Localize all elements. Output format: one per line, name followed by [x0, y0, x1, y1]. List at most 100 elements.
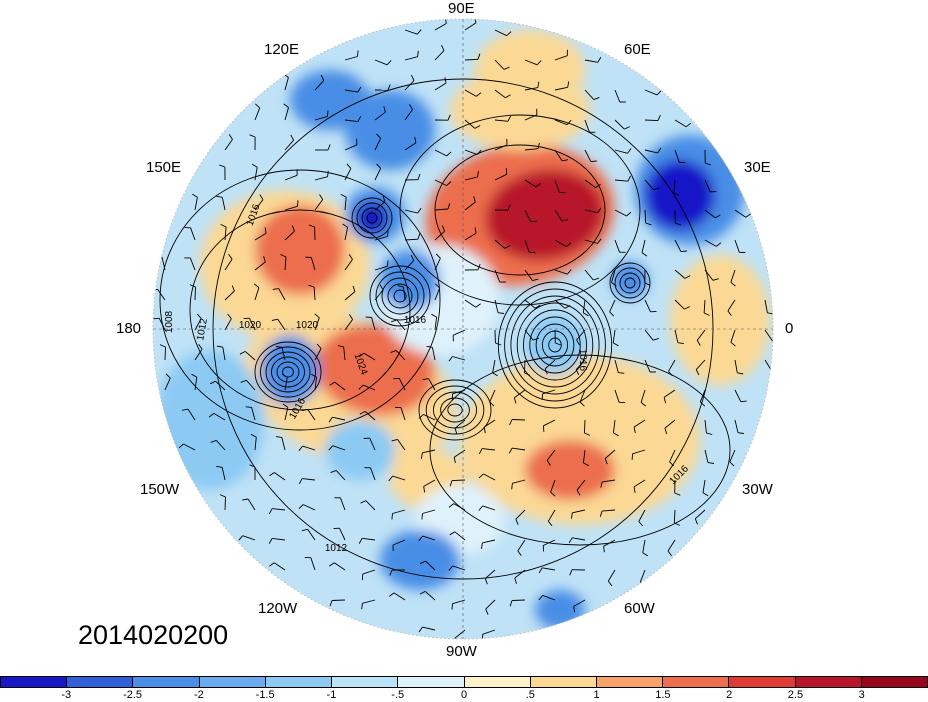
wind-barb-shaft: [644, 179, 654, 191]
wind-barb-flag: [444, 77, 447, 84]
wind-barb: [390, 349, 406, 361]
wind-barb-shaft: [344, 144, 358, 151]
wind-barb-shaft: [644, 119, 659, 122]
wind-barb: [603, 539, 616, 553]
wind-barb-flag: [584, 432, 591, 436]
wind-barb-shaft: [374, 236, 388, 241]
wind-barb-shaft: [699, 389, 706, 403]
wind-barb-flag: [583, 462, 589, 467]
wind-barb-shaft: [584, 179, 596, 188]
wind-barb-flag: [478, 448, 483, 455]
anomaly-blob: [525, 315, 585, 375]
contour-label: 1020: [296, 320, 319, 331]
wind-barb-flag: [208, 413, 215, 418]
wind-barb-flag: [657, 147, 662, 154]
wind-barb-flag: [684, 275, 691, 279]
colorbar-boxes: [0, 676, 928, 688]
wind-barb-shaft: [512, 447, 526, 451]
wind-barb-shaft: [584, 209, 598, 214]
wind-barb-flag: [358, 538, 363, 544]
wind-barb-shaft: [704, 239, 717, 247]
wind-barb-shaft: [454, 531, 466, 541]
wind-barb: [298, 478, 316, 485]
wind-barb-shaft: [404, 238, 419, 241]
wind-barb: [328, 416, 346, 423]
wind-barb: [674, 119, 692, 128]
pressure-contour: [447, 403, 463, 417]
wind-barb: [305, 256, 316, 271]
wind-barb-flag: [547, 520, 553, 527]
wind-barb: [334, 497, 346, 511]
wind-barb-flag: [478, 473, 484, 479]
wind-barb-shaft: [393, 592, 406, 601]
wind-barb-flag: [249, 464, 256, 468]
wind-barb-flag: [441, 225, 446, 232]
wind-barb: [614, 89, 626, 103]
wind-barb: [363, 437, 376, 451]
wind-barb-shaft: [303, 504, 316, 511]
wind-barb-flag: [567, 81, 570, 88]
wind-barb-shaft: [404, 29, 418, 35]
pressure-contour: [361, 207, 383, 229]
pressure-contour: [282, 366, 294, 378]
wind-barb-shaft: [543, 539, 556, 546]
wind-barb: [464, 53, 481, 61]
wind-barb-shaft: [187, 408, 196, 421]
wind-barb-flag: [308, 224, 315, 228]
wind-barb-flag: [418, 626, 423, 633]
wind-barb: [284, 169, 298, 181]
wind-barb-flag: [383, 106, 386, 113]
wind-barb-shaft: [644, 209, 647, 224]
wind-barb-shaft: [158, 318, 166, 331]
wind-barb: [434, 253, 441, 271]
wind-barb: [391, 438, 406, 451]
wind-barb-flag: [476, 92, 482, 97]
wind-barb-shaft: [494, 29, 507, 37]
wind-barb-shaft: [222, 347, 226, 361]
wind-barb-flag: [275, 436, 282, 438]
wind-barb: [483, 419, 496, 434]
wind-barb-flag: [159, 344, 166, 348]
wind-barb: [464, 264, 481, 271]
wind-barb-shaft: [584, 119, 590, 133]
colorbar-tick-label: .5: [525, 689, 535, 701]
pressure-contour: [356, 202, 388, 234]
wind-barb-flag: [603, 546, 605, 553]
pressure-contour: [254, 341, 322, 403]
wind-barb-shaft: [482, 448, 496, 451]
wind-barb-flag: [576, 489, 581, 496]
wind-barb-shaft: [314, 348, 322, 361]
wind-barb-shaft: [363, 352, 376, 361]
wind-barb: [464, 149, 482, 156]
wind-barb: [509, 599, 526, 607]
wind-barb: [554, 299, 571, 309]
wind-barb-flag: [485, 608, 489, 615]
wind-barb-flag: [542, 425, 545, 432]
wind-barb-flag: [633, 486, 636, 493]
wind-barb-flag: [566, 269, 572, 275]
wind-barb-flag: [376, 163, 382, 169]
wind-barb: [702, 479, 709, 497]
wind-barb-shaft: [464, 201, 476, 211]
wind-barb-shaft: [464, 149, 478, 156]
wind-barb-shaft: [576, 329, 586, 341]
lon-label-120w: 120W: [258, 600, 298, 617]
wind-barb-flag: [283, 103, 289, 108]
wind-barb: [344, 314, 353, 331]
wind-barb-shaft: [245, 351, 256, 361]
wind-barb-shaft: [362, 537, 376, 541]
wind-barb-flag: [550, 491, 556, 497]
lon-label-0: 0: [785, 320, 794, 337]
wind-barb-shaft: [764, 329, 773, 342]
wind-barb-shaft: [638, 509, 646, 522]
wind-barb-flag: [506, 31, 512, 37]
wind-barb-flag: [410, 254, 415, 261]
wind-barb-flag: [597, 56, 602, 63]
wind-barb-flag: [570, 512, 573, 519]
wind-barb-shaft: [512, 479, 526, 484]
wind-barb: [674, 329, 684, 345]
wind-barb-shaft: [434, 317, 438, 331]
wind-barb-shaft: [365, 500, 376, 511]
wind-barb-flag: [314, 313, 320, 319]
wind-barb-shaft: [314, 199, 324, 211]
